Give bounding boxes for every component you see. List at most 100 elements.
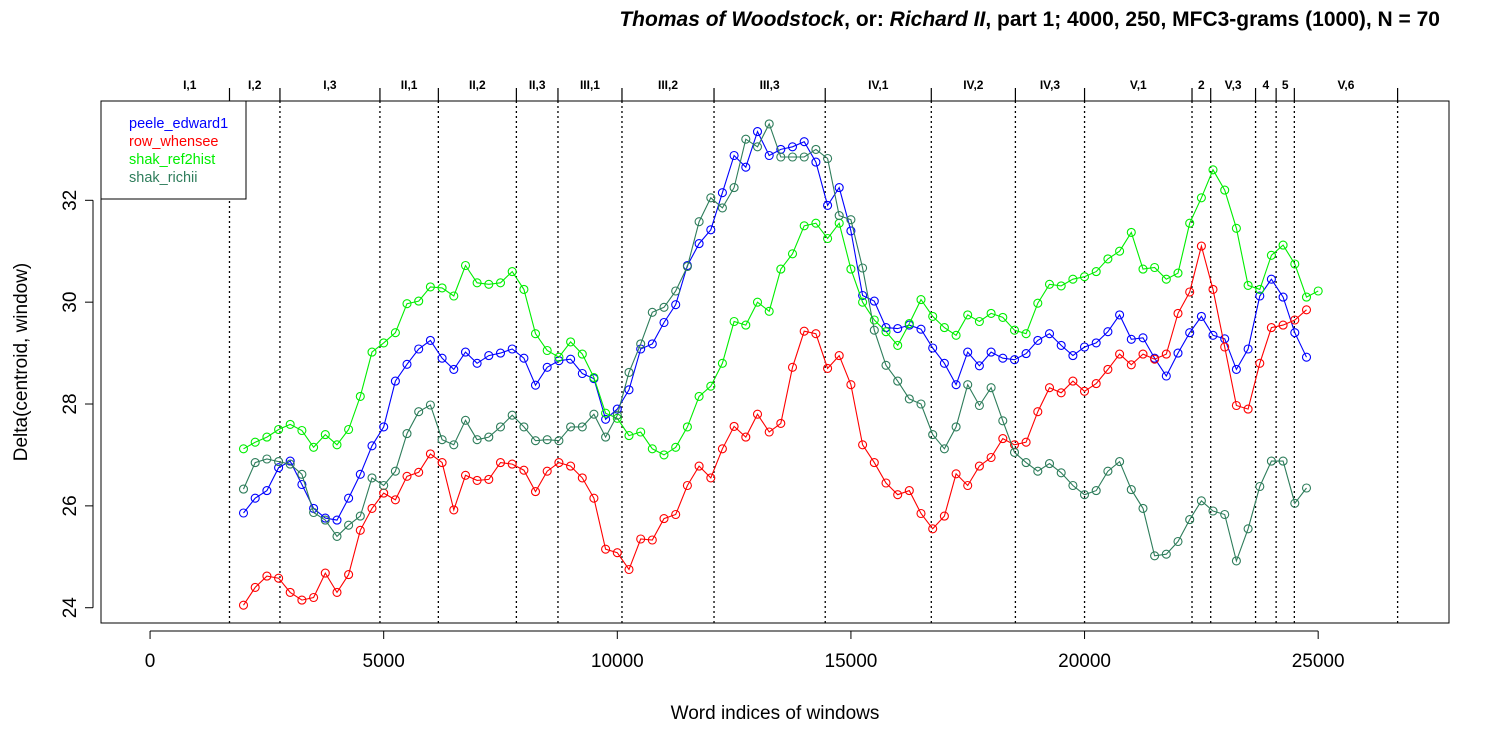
data-point bbox=[507, 459, 517, 469]
plot-frame bbox=[100, 100, 1450, 624]
data-point bbox=[530, 380, 541, 390]
data-point bbox=[717, 444, 727, 454]
data-point bbox=[811, 329, 821, 339]
data-point bbox=[262, 571, 272, 581]
data-point bbox=[764, 119, 774, 129]
data-point bbox=[577, 368, 587, 379]
data-point bbox=[460, 470, 471, 480]
data-point bbox=[1185, 287, 1195, 297]
data-point bbox=[928, 524, 938, 534]
data-point bbox=[472, 358, 482, 368]
data-point bbox=[799, 152, 809, 162]
data-point bbox=[1208, 330, 1218, 340]
data-point bbox=[414, 407, 424, 417]
data-point bbox=[1220, 342, 1230, 352]
data-point bbox=[495, 422, 506, 432]
legend-box bbox=[100, 100, 247, 200]
data-point bbox=[1126, 360, 1136, 370]
x-tick-label: 10000 bbox=[591, 651, 644, 672]
data-point bbox=[904, 486, 914, 496]
data-point bbox=[367, 503, 377, 513]
x-axis: 0 5000 10000 15000 20000 25000 bbox=[145, 630, 1345, 672]
data-point bbox=[1243, 524, 1253, 534]
data-point bbox=[1115, 246, 1125, 256]
data-point bbox=[1021, 329, 1031, 339]
data-point bbox=[752, 142, 763, 152]
data-point bbox=[344, 570, 354, 580]
data-point bbox=[717, 203, 727, 213]
data-point bbox=[425, 282, 435, 292]
data-point bbox=[694, 217, 704, 227]
data-point bbox=[554, 458, 564, 468]
data-point bbox=[1150, 262, 1160, 273]
data-point bbox=[507, 344, 517, 354]
data-point bbox=[542, 435, 552, 445]
data-point bbox=[472, 278, 482, 288]
data-point bbox=[449, 505, 459, 515]
data-point bbox=[530, 329, 541, 339]
data-point bbox=[846, 226, 856, 236]
data-point bbox=[425, 449, 435, 459]
data-point bbox=[939, 358, 949, 368]
data-point bbox=[893, 340, 903, 350]
scene-label: I,1 bbox=[183, 78, 197, 92]
data-point bbox=[1278, 292, 1288, 302]
data-point bbox=[1161, 274, 1171, 284]
data-point bbox=[589, 409, 599, 419]
data-point bbox=[1103, 327, 1113, 337]
data-point bbox=[1290, 259, 1300, 269]
data-point bbox=[519, 353, 529, 363]
data-point bbox=[425, 400, 435, 410]
data-point bbox=[238, 484, 249, 494]
data-point bbox=[1173, 348, 1183, 358]
data-point bbox=[1301, 292, 1312, 302]
data-point bbox=[297, 595, 307, 605]
data-point bbox=[1301, 305, 1312, 315]
data-point bbox=[1185, 218, 1195, 228]
data-point bbox=[647, 535, 657, 545]
data-point bbox=[566, 461, 576, 471]
data-point bbox=[787, 152, 798, 162]
data-point bbox=[706, 473, 716, 483]
data-point bbox=[1056, 468, 1066, 478]
data-point bbox=[519, 284, 529, 294]
data-point bbox=[636, 339, 646, 349]
data-point bbox=[741, 320, 751, 330]
data-point bbox=[1173, 268, 1183, 278]
data-point bbox=[1103, 364, 1113, 374]
data-point bbox=[1091, 379, 1101, 389]
data-point bbox=[390, 328, 400, 338]
data-point bbox=[238, 444, 249, 454]
data-point bbox=[974, 400, 984, 411]
data-point bbox=[297, 425, 307, 436]
data-point bbox=[238, 600, 249, 610]
x-tick-label: 20000 bbox=[1058, 651, 1111, 672]
data-point bbox=[1021, 458, 1031, 468]
data-point bbox=[682, 422, 692, 432]
data-point bbox=[811, 157, 821, 167]
data-point bbox=[1196, 496, 1206, 506]
data-point bbox=[449, 291, 459, 301]
data-point bbox=[402, 299, 412, 309]
data-point bbox=[484, 432, 494, 442]
data-point bbox=[1196, 311, 1206, 321]
data-point bbox=[1068, 351, 1078, 361]
data-point bbox=[869, 325, 879, 335]
scene-boundaries bbox=[228, 88, 1399, 623]
scene-label: I,2 bbox=[248, 78, 262, 92]
data-point bbox=[437, 283, 447, 293]
data-point bbox=[1009, 447, 1020, 457]
data-point bbox=[566, 337, 576, 347]
data-point bbox=[1231, 364, 1241, 374]
data-point bbox=[963, 380, 973, 390]
data-point bbox=[706, 225, 716, 235]
scene-label: II,2 bbox=[469, 78, 486, 92]
data-point bbox=[238, 508, 249, 518]
data-point bbox=[274, 424, 284, 435]
data-point bbox=[1068, 274, 1078, 284]
y-tick-label: 28 bbox=[60, 393, 81, 414]
scene-label: I,3 bbox=[323, 78, 337, 92]
data-point bbox=[858, 263, 868, 273]
scene-label: V,3 bbox=[1225, 78, 1242, 92]
